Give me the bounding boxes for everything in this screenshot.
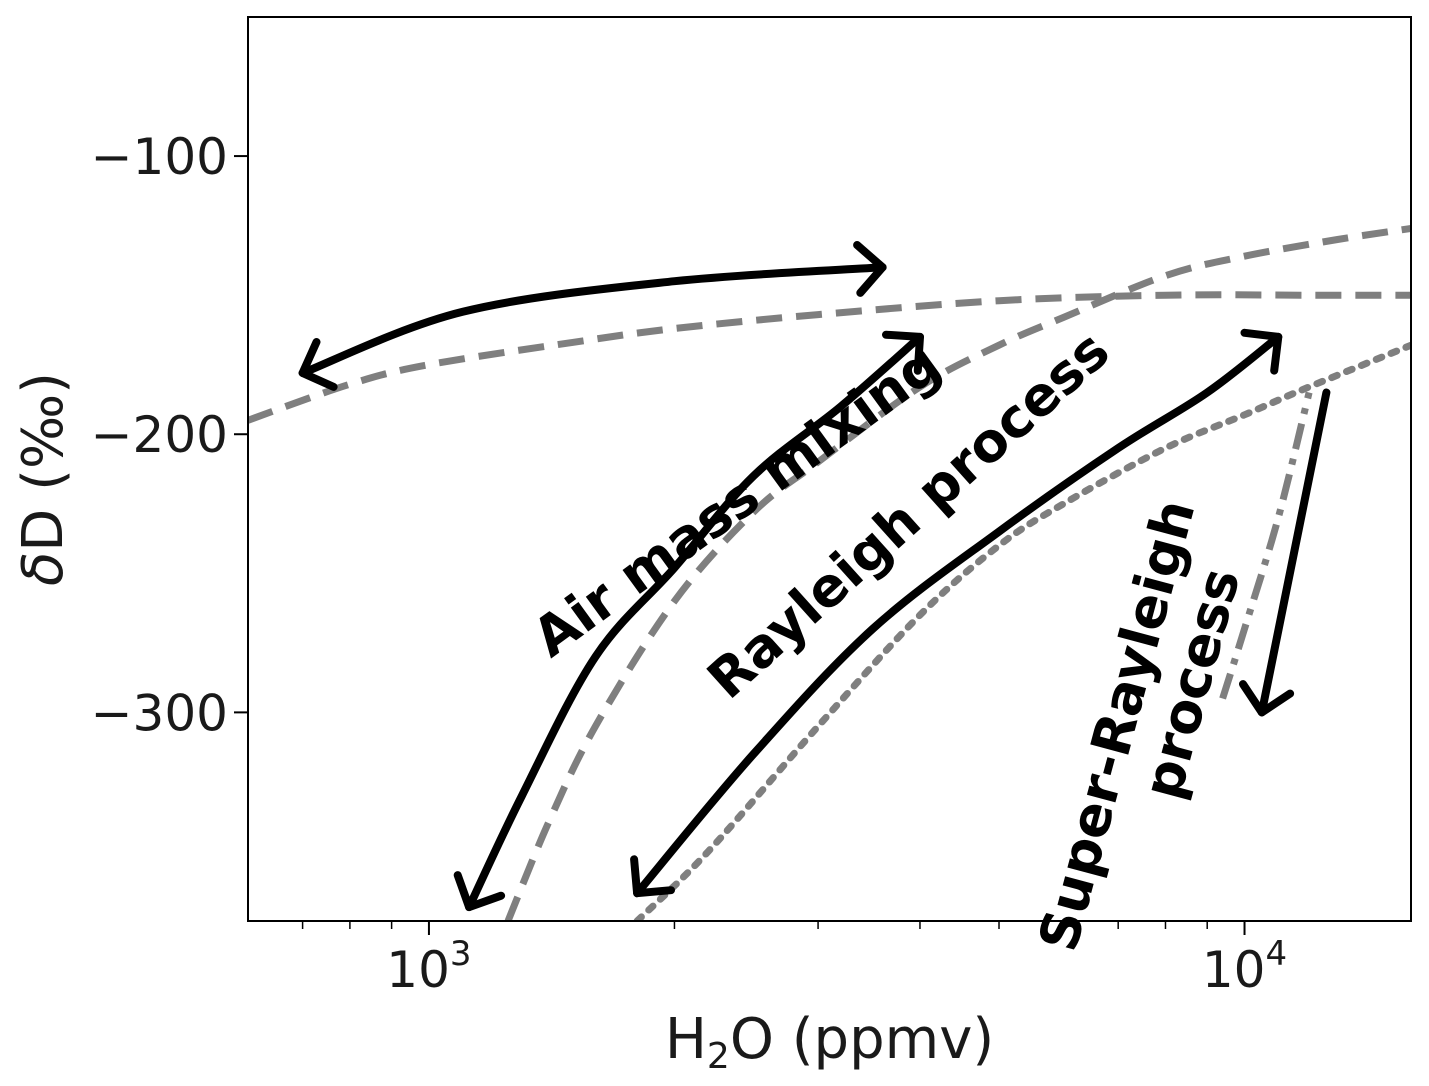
arrow-head-end-2	[882, 330, 924, 375]
x-tick-label-2: 104	[1202, 934, 1287, 999]
plot-frame	[247, 16, 1412, 922]
arrow-2	[453, 330, 924, 912]
series-dashdot-line-4	[1219, 391, 1313, 700]
y-tick-label-2: −200	[91, 406, 228, 464]
arrow-3	[630, 328, 1283, 898]
x-axis-label-sub: 2	[707, 1036, 730, 1077]
x-axis-label-pre: H	[665, 1007, 707, 1072]
series-dashed-line-1	[248, 291, 1411, 424]
arrow-head-end-4	[1239, 680, 1295, 717]
y-axis-label-greek: δ	[11, 552, 76, 586]
arrow-shaft-1	[298, 263, 887, 377]
arrow-head-start-1	[853, 241, 887, 297]
y-tick-label-3: −300	[91, 684, 228, 742]
series-dotted-line-3	[633, 341, 1411, 921]
y-axis-label: δD (‰)	[11, 372, 76, 586]
arrow-head-end-3	[1240, 328, 1283, 375]
x-axis-label: H2O (ppmv)	[665, 1007, 994, 1077]
x-tick-label-1: 103	[386, 934, 471, 999]
arrow-layer	[298, 241, 1331, 912]
tick-layer: 103 104−100−200−300	[91, 128, 1287, 999]
arrow-head-start-3	[630, 855, 675, 898]
series-dashed-line-2	[504, 224, 1411, 921]
x-tick-label-base: 10	[386, 941, 450, 999]
series-layer	[248, 224, 1411, 921]
arrow-shaft-3	[633, 332, 1283, 898]
arrow-shaft-2	[465, 332, 924, 912]
x-tick-label-exp: 4	[1265, 934, 1287, 974]
arrow-4	[1239, 388, 1331, 717]
x-axis-label-post: O (ppmv)	[730, 1007, 994, 1072]
y-tick-label-1: −100	[91, 128, 228, 186]
x-tick-label-base: 10	[1202, 941, 1266, 999]
arrow-1	[298, 241, 887, 391]
arrow-shaft-4	[1257, 388, 1331, 717]
arrow-head-start-2	[453, 871, 506, 912]
y-axis-label-rest: D (‰)	[11, 372, 76, 552]
x-tick-label-exp: 3	[450, 934, 472, 974]
arrow-head-end-1	[298, 338, 338, 391]
